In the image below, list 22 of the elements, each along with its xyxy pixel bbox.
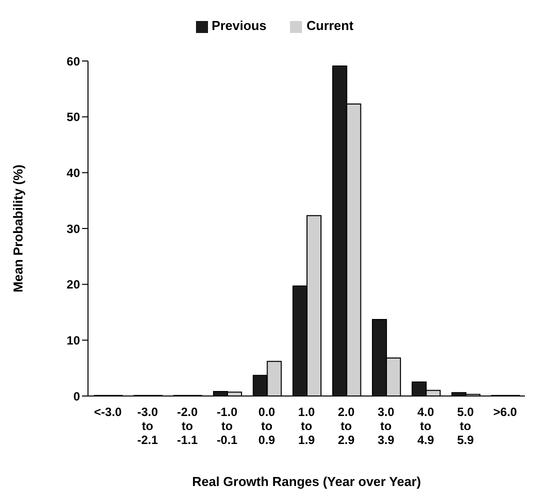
x-tick-label: <-3.0 (94, 405, 122, 419)
y-tick-label: 30 (66, 222, 80, 236)
legend-label: Current (306, 18, 354, 33)
y-tick-label: 0 (73, 389, 80, 404)
x-tick-label: -3.0 to -2.1 (137, 405, 158, 447)
x-tick-label: 0.0 to 0.9 (258, 405, 276, 447)
x-tick-label: 3.0 to 3.9 (378, 405, 395, 447)
x-tick-label: -2.0 to -1.1 (176, 405, 198, 447)
y-tick-label: 20 (66, 278, 80, 292)
x-axis-title: Real Growth Ranges (Year over Year) (192, 474, 421, 489)
y-tick-label: 50 (66, 110, 80, 124)
legend-label: Previous (212, 18, 266, 33)
x-tick-label: 4.0 to 4.9 (417, 405, 434, 447)
y-tick-label: 40 (66, 166, 80, 180)
y-tick-label: 60 (66, 54, 80, 68)
y-tick-label: 10 (66, 333, 80, 348)
x-tick-label: >6.0 (493, 405, 518, 419)
x-tick-label: -1.0 to -0.1 (216, 405, 238, 447)
x-tick-label: 5.0 to 5.9 (457, 405, 474, 447)
x-tick-label: 1.0 to 1.9 (298, 405, 316, 447)
y-axis-title: Mean Probability (%) (10, 164, 26, 292)
x-tick-label: 2.0 to 2.9 (338, 405, 355, 447)
